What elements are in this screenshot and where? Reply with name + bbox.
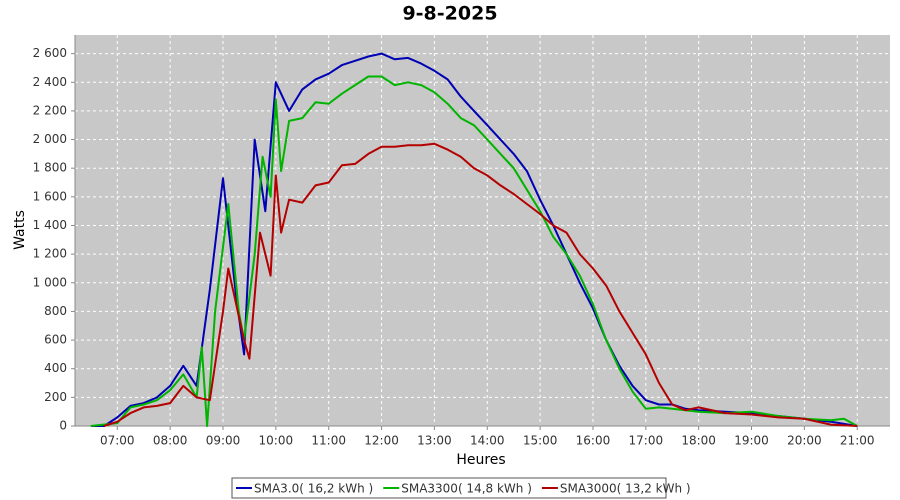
series-line (103, 142, 858, 427)
y-tick-label: 400 (44, 361, 67, 375)
x-tick-label: 15:00 (523, 434, 558, 448)
x-tick-label: 16:00 (576, 434, 611, 448)
x-axis-label: Heures (456, 452, 505, 468)
y-tick-label: 1 400 (33, 218, 67, 232)
series-line (90, 75, 858, 427)
x-tick-label: 10:00 (259, 434, 294, 448)
x-tick-label: 14:00 (470, 434, 505, 448)
y-tick-label: 2 000 (33, 132, 67, 146)
y-tick-label: 0 (59, 419, 67, 433)
y-tick-label: 1 000 (33, 275, 67, 289)
y-tick-label: 1 800 (33, 161, 67, 175)
series-line (90, 52, 858, 427)
x-tick-label: 13:00 (417, 434, 452, 448)
y-tick-label: 2 600 (33, 46, 67, 60)
y-axis-label: Watts (12, 210, 28, 250)
legend-label: SMA3000( 13,2 kWh ) (560, 482, 691, 496)
y-tick-label: 800 (44, 304, 67, 318)
y-tick-label: 200 (44, 390, 67, 404)
x-tick-label: 21:00 (840, 434, 875, 448)
y-tick-label: 1 600 (33, 189, 67, 203)
x-tick-label: 12:00 (364, 434, 399, 448)
x-tick-label: 07:00 (100, 434, 135, 448)
x-tick-label: 11:00 (311, 434, 346, 448)
x-tick-label: 08:00 (153, 434, 188, 448)
chart-title: 9-8-2025 (402, 3, 497, 25)
plot-area (75, 35, 890, 426)
y-tick-label: 2 200 (33, 103, 67, 117)
x-tick-label: 20:00 (787, 434, 822, 448)
y-tick-label: 2 400 (33, 75, 67, 89)
y-tick-label: 600 (44, 333, 67, 347)
legend-label: SMA3300( 14,8 kWh ) (401, 482, 532, 496)
legend (231, 477, 667, 499)
x-tick-label: 17:00 (629, 434, 664, 448)
x-tick-label: 18:00 (681, 434, 716, 448)
y-tick-label: 1 200 (33, 247, 67, 261)
legend-label: SMA3.0( 16,2 kWh ) (254, 482, 373, 496)
x-tick-label: 19:00 (734, 434, 769, 448)
x-tick-label: 09:00 (206, 434, 241, 448)
